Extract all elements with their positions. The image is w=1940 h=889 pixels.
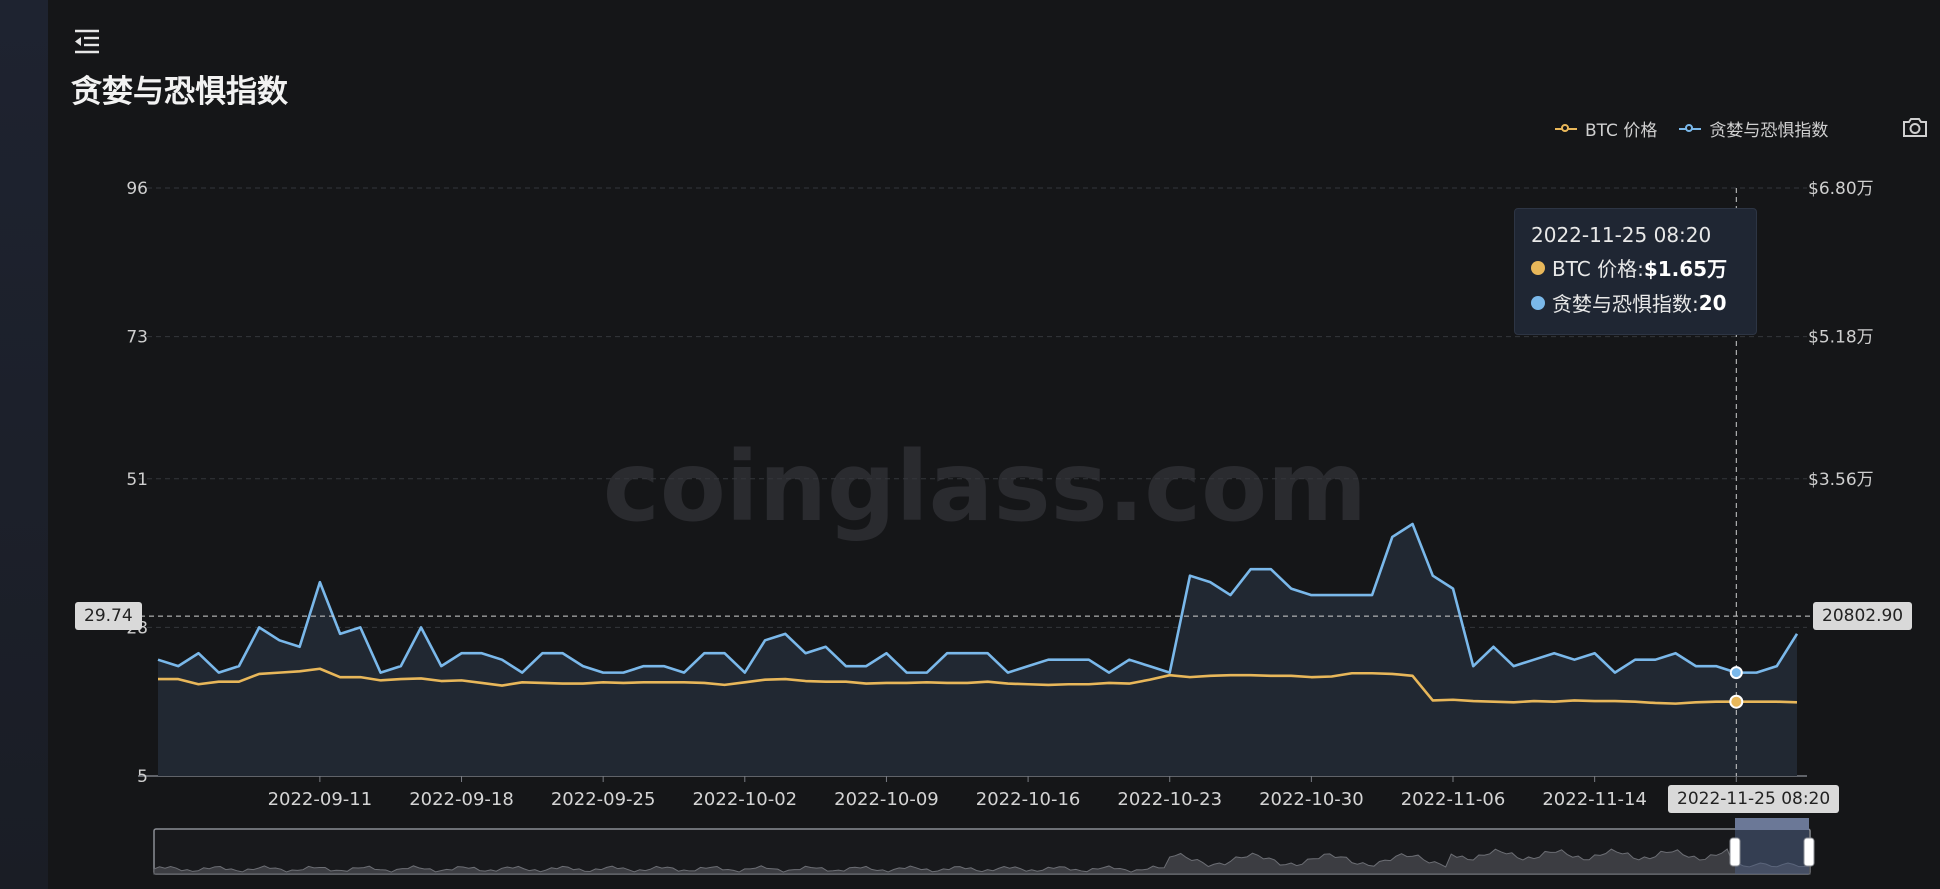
x-tick-label: 2022-10-30 — [1259, 789, 1364, 810]
crosshair — [140, 188, 1815, 776]
series-layer — [157, 522, 1799, 776]
x-tick-label: 2022-10-09 — [834, 789, 939, 810]
tooltip-dot-icon — [1531, 295, 1545, 310]
page-title: 贪婪与恐惧指数 — [71, 74, 288, 110]
fear-greed-line — [157, 522, 1799, 674]
x-tick-label: 2022-10-02 — [692, 789, 797, 810]
btc-price-line — [158, 667, 1798, 705]
tooltip-row-fg: 贪婪与恐惧指数: 20 — [1531, 288, 1740, 317]
legend-line-icon — [1679, 123, 1702, 135]
watermark: coinglass.com — [603, 431, 1367, 543]
y-axis-right: $6.80万 $5.18万 $3.56万 — [1808, 179, 1874, 490]
y-tick-label: 5 — [137, 767, 148, 787]
y-right-tick-label: $3.56万 — [1808, 470, 1874, 490]
legend-label: BTC 价格 — [1585, 121, 1658, 141]
zoom-preview — [153, 848, 1811, 875]
x-tick-label: 2022-11-06 — [1401, 789, 1506, 810]
y-axis-left: 528517396 — [126, 179, 148, 787]
tooltip-date: 2022-11-25 08:20 — [1531, 223, 1712, 247]
left-sidebar-strip — [0, 0, 48, 889]
zoom-handle-right — [1803, 837, 1815, 867]
y-tick-label: 96 — [126, 179, 148, 199]
x-tick-label: 2022-09-18 — [409, 789, 514, 810]
x-tick-label: 2022-09-11 — [268, 789, 373, 810]
camera-icon[interactable] — [1902, 116, 1928, 138]
y-tick-label: 73 — [126, 328, 148, 348]
tooltip-btc-value: $1.65万 — [1643, 257, 1728, 281]
x-tick-label: 2022-09-25 — [551, 789, 656, 810]
fear-greed-area — [158, 524, 1797, 776]
tooltip-dot-icon — [1531, 260, 1545, 275]
zoom-handle-left — [1729, 837, 1741, 867]
zoom-drag-bar — [1735, 818, 1809, 830]
crosshair-x-label: 2022-11-25 08:20 — [1668, 785, 1840, 813]
crosshair-left-value: 29.74 — [75, 602, 142, 630]
tooltip-fg-label: 贪婪与恐惧指数: — [1552, 292, 1699, 316]
crosshair-right-value: 20802.90 — [1813, 602, 1913, 630]
x-tick-label: 2022-10-16 — [976, 789, 1081, 810]
x-tick-label: 2022-11-14 — [1542, 789, 1647, 810]
tooltip-fg-value: 20 — [1698, 290, 1727, 315]
tooltip-row-btc: BTC 价格: $1.65万 — [1531, 253, 1740, 282]
fear-greed-highlight-point — [1729, 666, 1743, 680]
legend-item-btc-price[interactable]: BTC 价格 — [1555, 116, 1657, 141]
tooltip-btc-label: BTC 价格: — [1552, 257, 1644, 281]
tooltip: 2022-11-25 08:20 BTC 价格: $1.65万 贪婪与恐惧指数:… — [1514, 208, 1757, 335]
legend-line-icon — [1555, 123, 1577, 135]
data-zoom-slider[interactable] — [153, 818, 1815, 875]
y-right-tick-label: $6.80万 — [1808, 179, 1874, 199]
chart-legend: BTC 价格 贪婪与恐惧指数 — [1555, 116, 1828, 141]
zoom-selection — [1735, 829, 1809, 874]
x-tick-label: 2022-10-23 — [1117, 789, 1222, 810]
y-right-tick-label: $5.18万 — [1808, 328, 1874, 348]
x-axis: 2022-09-11 2022-09-18 2022-09-25 2022-10-02… — [268, 776, 1789, 810]
y-tick-label: 51 — [126, 470, 148, 490]
legend-item-fear-greed[interactable]: 贪婪与恐惧指数 — [1679, 116, 1828, 141]
btc-highlight-point — [1729, 694, 1744, 709]
legend-label: 贪婪与恐惧指数 — [1709, 121, 1829, 141]
menu-collapse-icon[interactable] — [72, 26, 102, 56]
